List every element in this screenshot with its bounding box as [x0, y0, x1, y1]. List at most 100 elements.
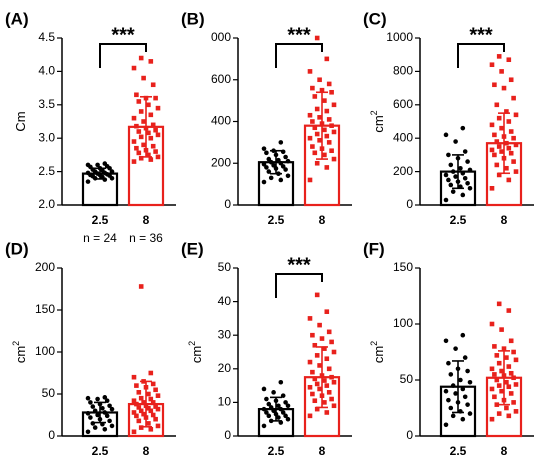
point [492, 152, 497, 158]
point [95, 396, 100, 402]
point [314, 292, 320, 298]
point [494, 377, 500, 383]
x-tick-label: 8 [319, 444, 326, 458]
point [102, 161, 108, 166]
point [499, 125, 504, 131]
point [283, 400, 288, 405]
point [138, 155, 144, 161]
y-tick-label: 600 [211, 72, 231, 86]
point [443, 422, 449, 428]
point [492, 132, 497, 138]
point [494, 353, 500, 358]
point [446, 177, 451, 183]
point [312, 150, 318, 156]
point [465, 368, 470, 374]
point [148, 370, 154, 376]
point [492, 394, 497, 400]
y-label-text: Cm [13, 111, 28, 131]
y-label-text: cm [371, 115, 386, 132]
y-tick-label: 50 [218, 260, 232, 274]
significance-bracket [99, 43, 147, 68]
point [134, 92, 139, 98]
point [92, 425, 98, 430]
point [85, 179, 91, 184]
point [138, 134, 144, 140]
point [460, 332, 466, 338]
point [285, 403, 291, 409]
point [312, 398, 318, 404]
point [146, 405, 151, 411]
y-tick-label: 40 [218, 294, 232, 308]
point [271, 390, 276, 395]
point [85, 429, 91, 435]
point [443, 172, 449, 178]
point [153, 416, 158, 422]
point [331, 102, 337, 108]
point [460, 125, 466, 131]
x-tick-label: 8 [143, 444, 150, 458]
point [496, 172, 502, 178]
y-tick-label: 100 [393, 316, 413, 330]
y-tick-label: 000 [211, 30, 231, 44]
point [326, 390, 332, 395]
point [329, 148, 334, 154]
x-tick-label: 2.5 [450, 444, 467, 458]
point [506, 177, 512, 183]
y-tick-label: 150 [393, 260, 413, 274]
point [496, 54, 502, 59]
point [136, 418, 142, 424]
point [508, 77, 514, 83]
point [141, 400, 146, 405]
point [134, 413, 139, 419]
point [312, 125, 318, 131]
x-tick-label: 8 [319, 213, 326, 227]
point [150, 143, 156, 149]
point [465, 402, 470, 407]
point [155, 393, 161, 398]
point [467, 167, 473, 173]
point [501, 85, 507, 91]
point [131, 398, 137, 404]
point [499, 69, 504, 74]
point [446, 397, 451, 403]
point [501, 346, 507, 351]
point [446, 152, 451, 158]
point [141, 75, 146, 81]
point [324, 410, 330, 415]
point [499, 388, 504, 394]
point [443, 338, 449, 344]
point [322, 98, 327, 103]
point [329, 123, 334, 128]
point [494, 139, 500, 144]
point [104, 413, 110, 419]
y-label-superscript: 2 [369, 110, 379, 115]
point [506, 119, 512, 124]
point [150, 400, 156, 405]
point [494, 102, 500, 108]
point [107, 403, 112, 409]
point [153, 149, 158, 154]
point [138, 109, 144, 114]
point [280, 164, 286, 169]
y-tick-label: 400 [211, 114, 231, 128]
error-bar [498, 112, 510, 175]
point [148, 157, 154, 162]
point [276, 403, 281, 409]
point [307, 316, 313, 321]
significance-label: *** [287, 254, 311, 276]
point [148, 59, 154, 64]
point [136, 390, 142, 395]
point [153, 127, 158, 133]
y-label-superscript: 2 [369, 341, 379, 346]
point [134, 145, 139, 151]
point [155, 406, 161, 412]
point [467, 379, 473, 385]
point [496, 115, 502, 121]
point [266, 169, 272, 174]
point [278, 379, 284, 385]
x-tick-label: 2.5 [92, 444, 109, 458]
point [448, 372, 454, 377]
point [513, 112, 519, 118]
point [141, 142, 146, 148]
point [141, 411, 146, 417]
